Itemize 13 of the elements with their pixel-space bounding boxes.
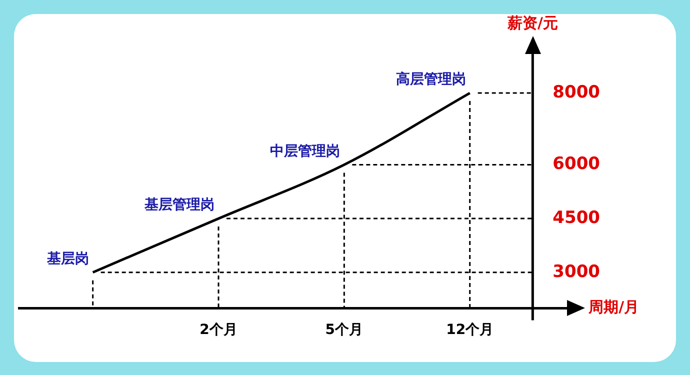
annotation: 高层管理岗 bbox=[396, 70, 466, 88]
y-tick-label: 4500 bbox=[552, 208, 600, 228]
annotation: 中层管理岗 bbox=[270, 143, 340, 160]
annotation: 基层岗 bbox=[46, 250, 89, 267]
x-tick-label: 12个月 bbox=[446, 322, 494, 338]
x-tick-label: 2个月 bbox=[200, 322, 238, 338]
y-tick-label: 6000 bbox=[552, 154, 600, 174]
x-tick-label: 5个月 bbox=[325, 322, 364, 338]
x-axis-title: 周期/月 bbox=[588, 298, 640, 316]
annotation: 基层管理岗 bbox=[144, 197, 215, 214]
y-axis-title: 薪资/元 bbox=[506, 14, 558, 32]
y-tick-label: 8000 bbox=[552, 82, 600, 102]
y-tick-label: 3000 bbox=[552, 262, 600, 282]
